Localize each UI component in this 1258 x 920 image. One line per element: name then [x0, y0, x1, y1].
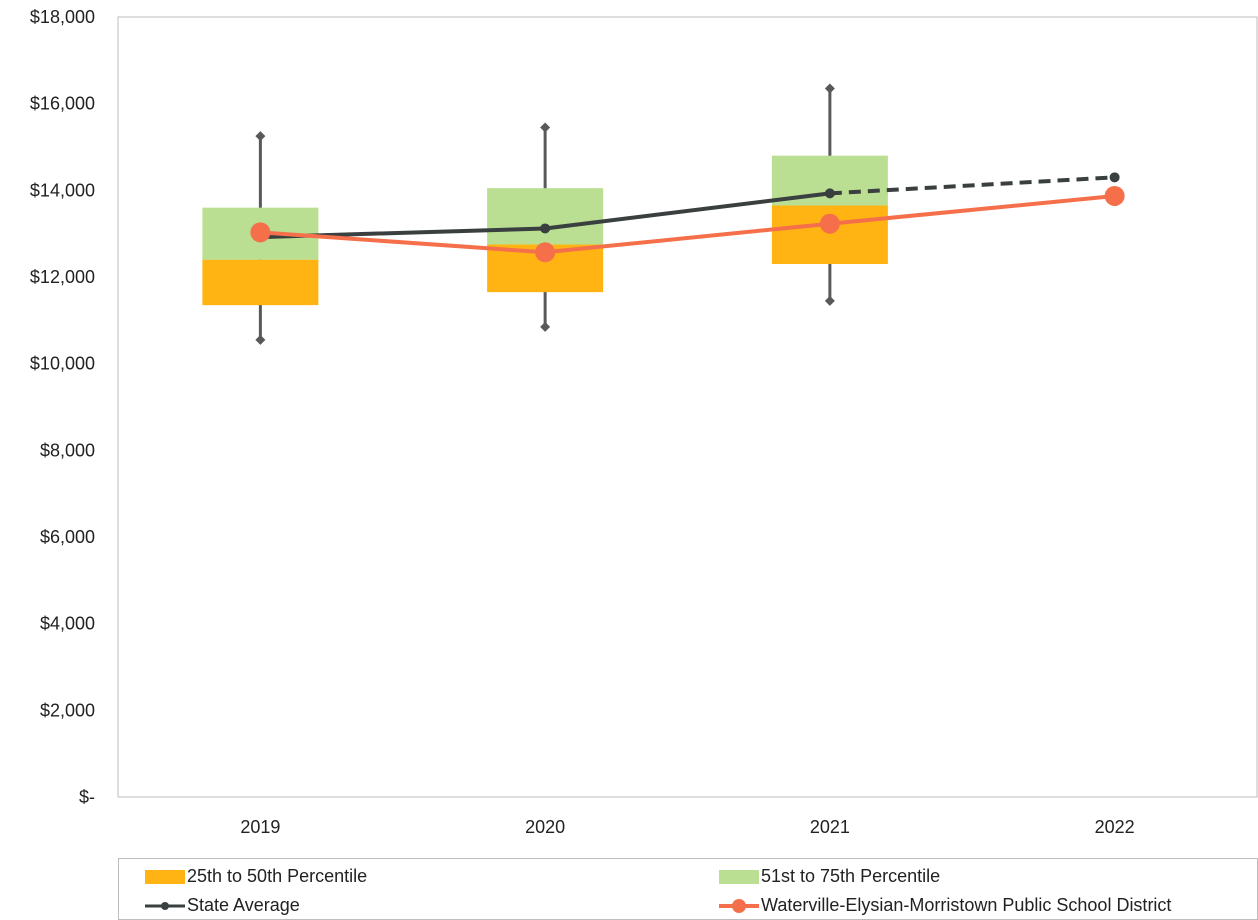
x-tick-label: 2021 — [810, 817, 850, 837]
percentile-boxes — [202, 83, 888, 345]
y-tick-label: $6,000 — [40, 527, 95, 547]
legend-swatch-p51-75 — [719, 869, 759, 884]
district-point — [250, 222, 271, 243]
box-p25-50 — [202, 259, 319, 306]
y-tick-label: $18,000 — [30, 7, 95, 27]
axes — [117, 16, 1258, 798]
series-lines — [250, 172, 1125, 263]
legend-item-p51-75: 51st to 75th Percentile — [719, 866, 940, 887]
whisker-cap-marker — [540, 321, 551, 332]
legend-line-district-icon — [719, 898, 759, 913]
legend-item-state-average: State Average — [145, 895, 300, 916]
y-tick-label: $12,000 — [30, 267, 95, 287]
y-tick-label: $- — [79, 787, 95, 807]
box-p51-75 — [487, 188, 604, 245]
y-tick-label: $16,000 — [30, 94, 95, 114]
legend-label-state-average: State Average — [187, 895, 300, 915]
state-average-point — [824, 188, 835, 199]
state-average-point — [1109, 172, 1120, 183]
y-tick-label: $14,000 — [30, 180, 95, 200]
y-tick-label: $4,000 — [40, 614, 95, 634]
whisker-cap-marker — [255, 334, 266, 345]
district-point — [1104, 185, 1125, 206]
legend-line-state-average-icon — [145, 901, 185, 910]
x-tick-label: 2022 — [1095, 817, 1135, 837]
y-tick-label: $10,000 — [30, 354, 95, 374]
y-tick-label: $8,000 — [40, 440, 95, 460]
x-tick-label: 2019 — [240, 817, 280, 837]
legend-item-district: Waterville-Elysian-Morristown Public Sch… — [719, 895, 1171, 916]
district-point — [819, 213, 840, 234]
state-average-projected-line — [829, 175, 1115, 196]
district-point — [535, 242, 556, 263]
legend: 25th to 50th Percentile 51st to 75th Per… — [118, 858, 1258, 920]
whisker-cap-marker — [540, 122, 551, 133]
legend-swatch-p25-50 — [145, 869, 185, 884]
x-tick-label: 2020 — [525, 817, 565, 837]
whisker-cap-marker — [824, 295, 835, 306]
axis-labels: $- $2,000 $4,000 $6,000 $8,000 $10,000 $12,000… — [30, 7, 1135, 837]
plot-area-border — [117, 16, 1258, 798]
legend-label-district: Waterville-Elysian-Morristown Public Sch… — [761, 895, 1172, 915]
whisker-cap-marker — [255, 131, 266, 142]
district-line — [260, 193, 1115, 255]
whisker-cap-marker — [824, 83, 835, 94]
legend-label-p51-75: 51st to 75th Percentile — [761, 866, 941, 886]
state-average-point — [540, 223, 551, 234]
y-tick-label: $2,000 — [40, 700, 95, 720]
legend-item-p25-50: 25th to 50th Percentile — [145, 866, 367, 887]
legend-label-p25-50: 25th to 50th Percentile — [187, 866, 368, 886]
chart: $- $2,000 $4,000 $6,000 $8,000 $10,000 $12,000… — [30, 7, 1258, 837]
